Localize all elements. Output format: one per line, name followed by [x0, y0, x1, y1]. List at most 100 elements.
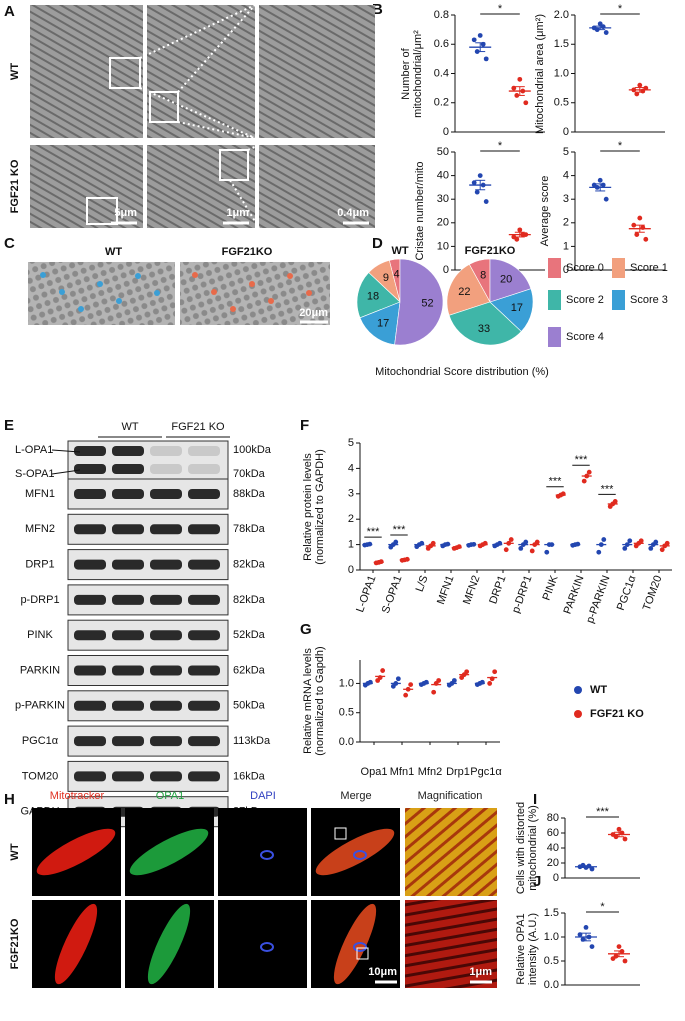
- zoom-guide: [177, 121, 256, 139]
- zoom-guide: [229, 179, 260, 229]
- pie-slice: [394, 258, 444, 346]
- scale-bar-label: 1μm: [469, 966, 492, 978]
- data-point: [517, 76, 523, 82]
- y-tick-label: 0.5: [544, 955, 559, 967]
- zoom-box: [356, 947, 369, 960]
- data-point: [637, 82, 643, 88]
- y-tick-label: 40: [437, 170, 449, 182]
- data-point: [622, 546, 628, 551]
- x-tick-label: Mfn1: [390, 766, 414, 778]
- slice-label: 17: [511, 302, 523, 314]
- protein-label: L-OPA1: [15, 444, 53, 456]
- x-tick-label: Mfn2: [418, 766, 442, 778]
- zoom-box: [219, 149, 249, 181]
- significance-label: *: [618, 140, 623, 152]
- cell: [54, 903, 98, 985]
- micrograph: [30, 5, 143, 138]
- panel-label: F: [300, 417, 309, 434]
- data-point: [431, 689, 437, 695]
- y-tick-label: 5: [348, 437, 354, 449]
- y-axis-label: Number of mitochondrial/μm²: [400, 29, 424, 118]
- blot-band: [74, 630, 106, 641]
- blot-band: [112, 630, 144, 641]
- score-marker: [249, 281, 255, 287]
- pie-slice: [356, 272, 401, 319]
- y-axis-label: Cells with distorted mitochondrial (%): [515, 801, 539, 895]
- data-point: [508, 537, 514, 542]
- slice-label: 9: [383, 272, 389, 284]
- zoom-guide: [177, 4, 256, 93]
- blot-band: [150, 559, 182, 570]
- blot-band: [188, 489, 220, 499]
- y-tick-label: 0.5: [554, 97, 569, 109]
- blot-band: [150, 665, 182, 676]
- data-point: [589, 944, 595, 949]
- pie-slice: [448, 301, 522, 346]
- significance-label: ***: [601, 483, 615, 495]
- y-tick-label: 0.5: [339, 707, 354, 719]
- blot-band: [188, 446, 220, 456]
- data-point: [430, 540, 436, 546]
- scale-bar-label: 20μm: [299, 307, 328, 319]
- blot-band: [188, 736, 220, 747]
- blot-band: [188, 464, 220, 474]
- data-point: [456, 544, 462, 550]
- x-tick-label: Drp1: [446, 766, 470, 778]
- score-marker: [135, 273, 141, 279]
- blot-band: [150, 446, 182, 456]
- y-tick-label: 1.5: [544, 907, 559, 919]
- y-tick-label: 0.8: [434, 9, 449, 21]
- y-tick-label: 0.4: [434, 67, 449, 79]
- y-tick-label: 30: [437, 193, 449, 205]
- legend-marker: [574, 710, 582, 718]
- cell: [36, 828, 116, 876]
- row-label: FGF21 KO: [9, 159, 21, 213]
- size-label: 78kDa: [233, 523, 266, 535]
- fluorescence-image: [405, 900, 497, 988]
- y-tick-label: 0: [563, 126, 569, 138]
- blot-band: [150, 594, 182, 605]
- data-point: [616, 944, 622, 949]
- blot-band: [150, 524, 182, 535]
- x-tick-label: MFN1: [435, 574, 457, 606]
- data-point: [634, 91, 640, 97]
- pie-slice: [359, 301, 401, 345]
- y-tick-label: 80: [547, 812, 559, 824]
- data-point: [544, 549, 550, 555]
- blot-band: [74, 446, 106, 456]
- y-axis-label: Average score: [539, 175, 551, 247]
- protein-label: MFN2: [25, 523, 55, 535]
- blot-band: [188, 559, 220, 570]
- y-tick-label: 2.0: [554, 9, 569, 21]
- y-tick-label: 0.6: [434, 38, 449, 50]
- arrow: [51, 449, 81, 453]
- legend-label: FGF21 KO: [590, 708, 644, 720]
- slice-label: 20: [500, 274, 512, 286]
- x-tick-label: p-DRP1: [510, 574, 535, 615]
- data-point: [583, 925, 589, 930]
- score-marker: [97, 281, 103, 287]
- data-point: [477, 33, 483, 38]
- blot-band: [112, 700, 144, 711]
- image-label: FGF21KO: [222, 246, 273, 258]
- y-tick-label: 0: [443, 264, 449, 276]
- data-point: [643, 236, 649, 242]
- significance-label: ***: [596, 806, 610, 818]
- significance-label: *: [498, 140, 503, 152]
- blot-band: [150, 464, 182, 474]
- y-axis-label: Relative OPA1 intensity (A.U.): [515, 912, 539, 986]
- pie-slice: [489, 288, 534, 332]
- zoom-box: [109, 57, 141, 89]
- data-point: [471, 37, 477, 43]
- x-tick-label: PINK: [540, 573, 560, 602]
- score-marker: [230, 306, 236, 312]
- size-label: 82kDa: [233, 594, 266, 606]
- data-point: [612, 499, 618, 504]
- legend-swatch: [548, 258, 561, 278]
- legend-label: WT: [590, 684, 607, 696]
- size-label: 50kDa: [233, 700, 266, 712]
- blot-band: [112, 464, 144, 474]
- score-marker: [306, 290, 312, 296]
- legend-label: Score 0: [566, 262, 604, 274]
